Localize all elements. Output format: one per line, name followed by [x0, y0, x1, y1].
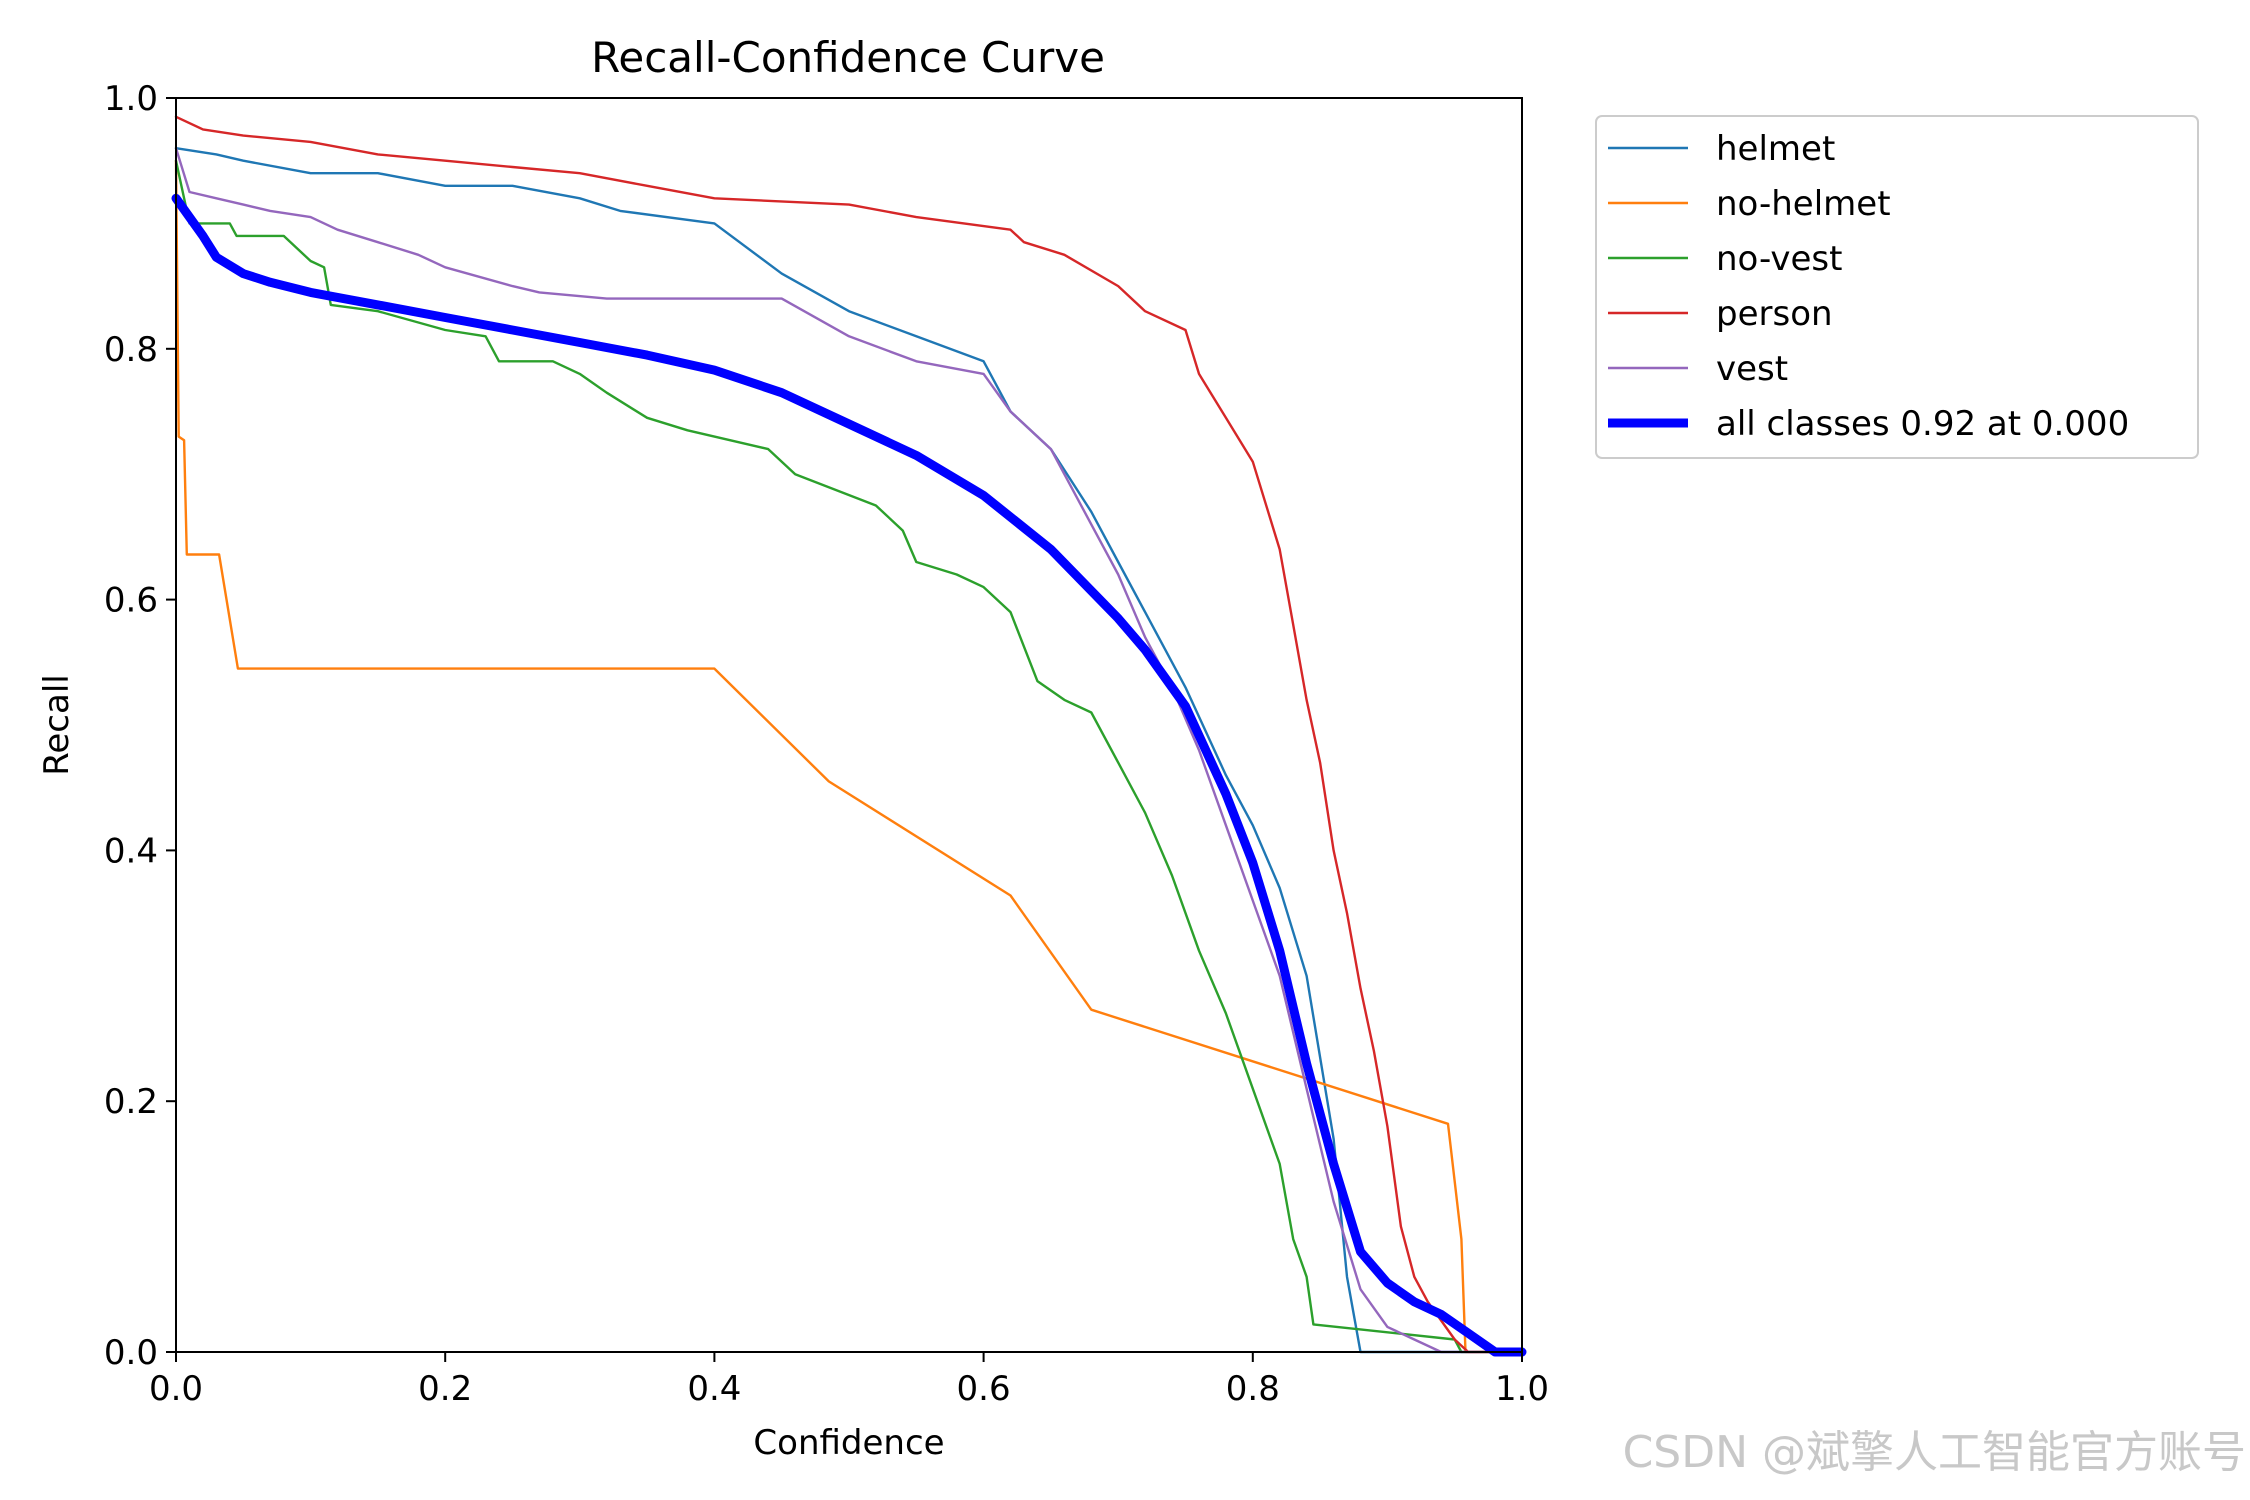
legend: helmet no-helmet no-vest person vest all clas…	[1595, 115, 2199, 459]
legend-frame	[1595, 115, 2199, 459]
legend-label: all classes 0.92 at 0.000	[1716, 404, 2129, 444]
series-line-all	[171, 193, 1527, 1357]
watermark: CSDN @斌擎人工智能官方账号	[1622, 1427, 2246, 1478]
series-line-helmet	[174, 147, 1524, 1354]
series-line-no-helmet	[174, 159, 1524, 1354]
y-axis-ticks: 0.0 0.2 0.4 0.6 0.8 1.0	[104, 79, 176, 1373]
series-line-person	[174, 115, 1524, 1354]
chart-title: Recall-Confidence Curve	[591, 33, 1105, 82]
x-tick-label: 0.4	[687, 1369, 741, 1409]
legend-label: no-vest	[1716, 239, 1842, 279]
y-axis-label: Recall	[37, 674, 77, 775]
legend-label: vest	[1716, 349, 1788, 389]
y-tick-label: 0.4	[104, 831, 158, 871]
series-layer	[171, 115, 1527, 1357]
axes-frame	[175, 97, 1523, 1353]
x-axis-label: Confidence	[753, 1423, 944, 1463]
y-tick-label: 0.2	[104, 1082, 158, 1122]
legend-label: no-helmet	[1716, 184, 1891, 224]
x-tick-label: 0.8	[1226, 1369, 1280, 1409]
y-tick-label: 1.0	[104, 79, 158, 119]
y-tick-label: 0.8	[104, 330, 158, 370]
legend-label: person	[1716, 294, 1833, 334]
x-tick-label: 0.6	[957, 1369, 1011, 1409]
series-line-vest	[174, 147, 1524, 1354]
x-tick-label: 0.0	[149, 1369, 203, 1409]
x-tick-label: 1.0	[1495, 1369, 1549, 1409]
y-tick-label: 0.0	[104, 1333, 158, 1373]
legend-label: helmet	[1716, 129, 1835, 169]
x-tick-label: 0.2	[418, 1369, 472, 1409]
x-axis-ticks: 0.0 0.2 0.4 0.6 0.8 1.0	[149, 1352, 1549, 1409]
y-tick-label: 0.6	[104, 581, 158, 621]
